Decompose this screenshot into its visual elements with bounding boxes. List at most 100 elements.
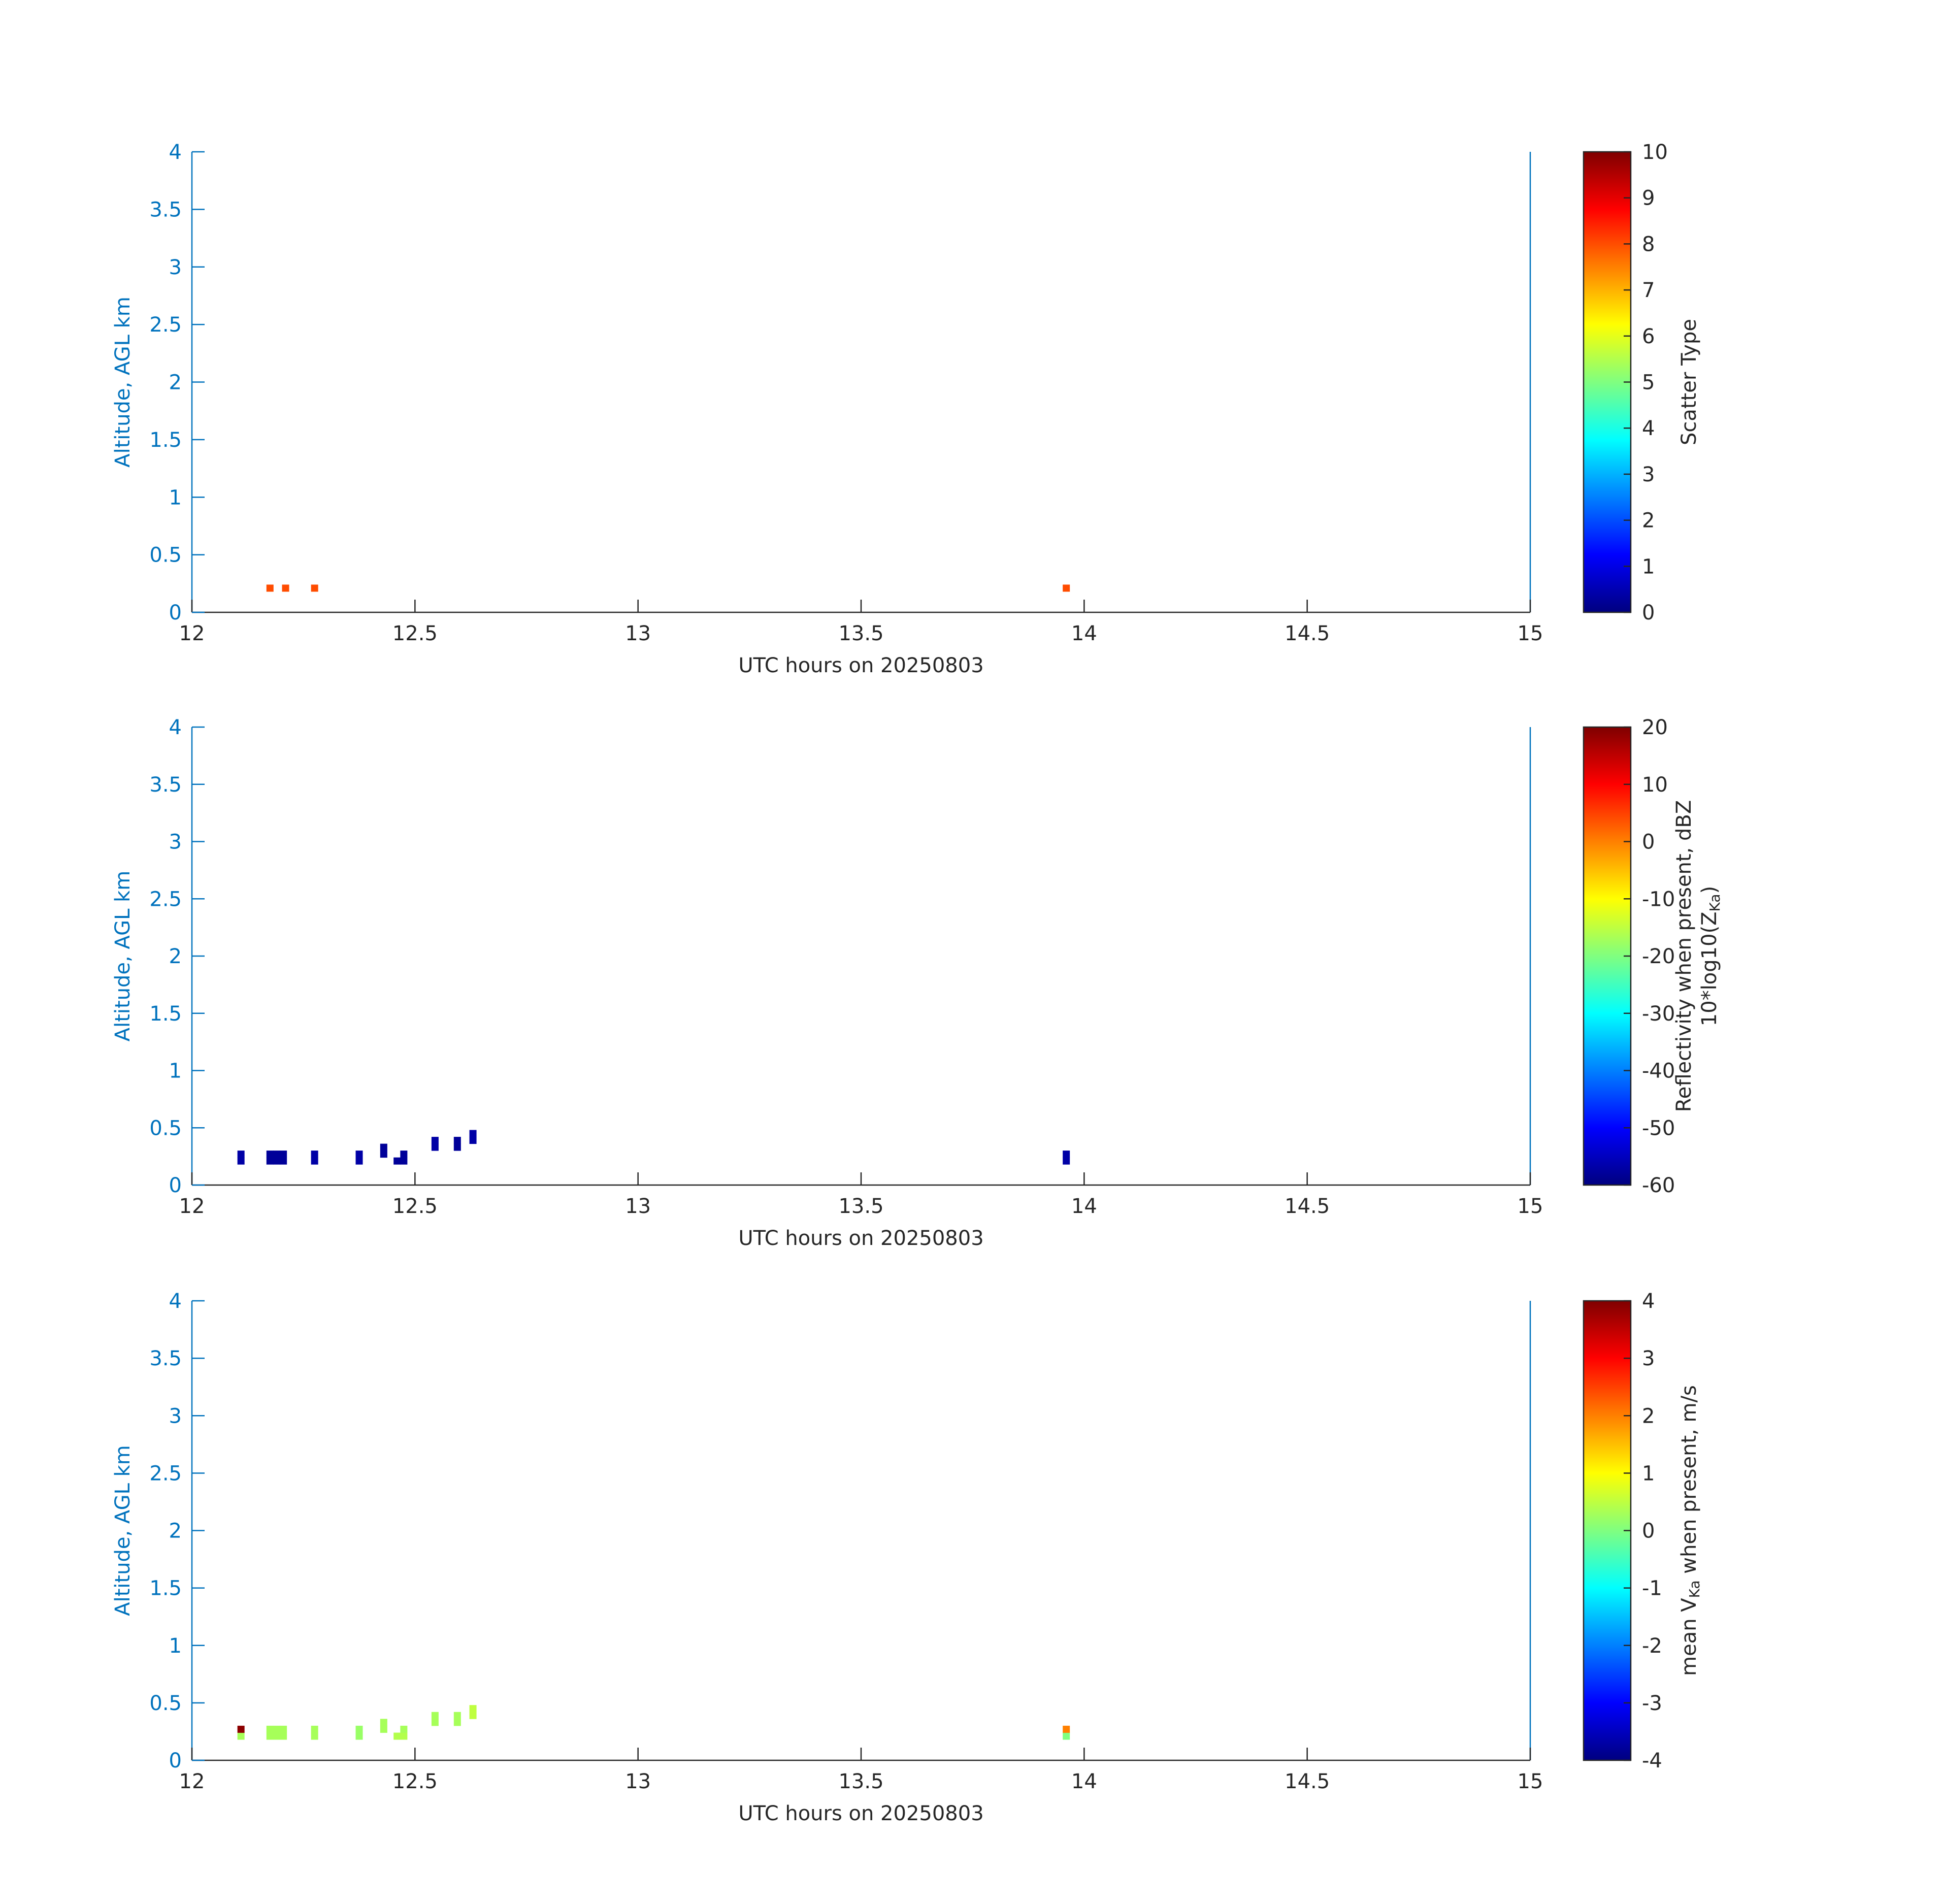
- cell: [453, 1137, 461, 1144]
- y-tick-label: 1.5: [149, 1002, 182, 1026]
- y-tick-label: 1: [169, 1060, 182, 1083]
- cell: [311, 1157, 318, 1165]
- y-tick-label: 1.5: [149, 1577, 182, 1600]
- y-tick-label: 3.5: [149, 198, 182, 221]
- colorbar-tick-label: -1: [1642, 1577, 1662, 1600]
- colorbar-tick-label: 0: [1642, 1520, 1655, 1543]
- x-tick-label: 13: [625, 1770, 651, 1793]
- cell: [453, 1719, 461, 1726]
- colorbar-tick-label: 0: [1642, 831, 1655, 854]
- y-tick-label: 3.5: [149, 773, 182, 797]
- colorbar-tick-label: 9: [1642, 187, 1655, 210]
- cell: [355, 1157, 363, 1165]
- y-tick-label: 2.5: [149, 888, 182, 911]
- cell: [280, 1157, 287, 1165]
- cell: [431, 1143, 439, 1151]
- colorbar-tick-label: 2: [1642, 509, 1655, 533]
- colorbar-label: Scatter Type: [1677, 319, 1701, 445]
- cell: [469, 1705, 477, 1713]
- colorbar-tick-label: 4: [1642, 1290, 1655, 1313]
- cell: [380, 1151, 387, 1158]
- cell: [1063, 1151, 1070, 1158]
- colorbar-tick-label: 1: [1642, 1462, 1655, 1485]
- cell: [393, 1157, 401, 1165]
- colorbar-label-part: Reflectivity when present, dBZ: [1672, 800, 1696, 1112]
- colorbar-tick-label: 6: [1642, 325, 1655, 348]
- colorbar-label-subscript: Ka: [1686, 1580, 1703, 1598]
- colorbar-label: mean VKa when present, m/s: [1677, 1385, 1703, 1676]
- y-tick-label: 2: [169, 1520, 182, 1543]
- y-tick-label: 1: [169, 486, 182, 509]
- x-tick-label: 12.5: [392, 1195, 438, 1218]
- x-tick-label: 12: [179, 622, 205, 645]
- cell: [237, 1732, 245, 1740]
- colorbar-tick-label: 3: [1642, 1347, 1655, 1370]
- y-axis-label: Altitude, AGL km: [111, 871, 135, 1042]
- x-tick-label: 14.5: [1285, 622, 1330, 645]
- y-axis-label: Altitude, AGL km: [111, 1445, 135, 1616]
- y-tick-label: 3: [169, 1404, 182, 1428]
- cell: [311, 1151, 318, 1158]
- cell: [469, 1137, 477, 1144]
- cell: [311, 1725, 318, 1733]
- colorbar-label-subscript: Ka: [1706, 894, 1723, 911]
- colorbar-label-part: ): [1698, 886, 1721, 894]
- colorbar-tick-label: -40: [1642, 1060, 1675, 1083]
- cell: [469, 1130, 477, 1137]
- y-tick-label: 0.5: [149, 544, 182, 567]
- x-tick-label: 12.5: [392, 1770, 438, 1793]
- cell: [273, 1157, 280, 1165]
- x-tick-label: 14: [1071, 622, 1097, 645]
- cell: [400, 1732, 408, 1740]
- cell: [282, 584, 289, 592]
- cell: [237, 1157, 245, 1165]
- colorbar-tick-label: 10: [1642, 141, 1668, 164]
- x-tick-label: 13.5: [838, 1195, 883, 1218]
- cell: [431, 1712, 439, 1719]
- colorbar-tick-label: 0: [1642, 601, 1655, 625]
- y-tick-label: 1.5: [149, 429, 182, 452]
- x-tick-label: 14.5: [1285, 1195, 1330, 1218]
- cell: [311, 1732, 318, 1740]
- x-axis-label: UTC hours on 20250803: [738, 1227, 983, 1250]
- cell: [266, 1157, 274, 1165]
- colorbar-tick-label: -60: [1642, 1174, 1675, 1197]
- colorbar: [1583, 1300, 1632, 1761]
- colorbar-tick-label: 7: [1642, 279, 1655, 302]
- x-tick-label: 13.5: [838, 1770, 883, 1793]
- cell: [266, 584, 274, 592]
- colorbar-tick-label: -10: [1642, 888, 1675, 911]
- x-tick-label: 13: [625, 622, 651, 645]
- colorbar-tick-label: 4: [1642, 417, 1655, 440]
- cell: [355, 1151, 363, 1158]
- colorbar-label: Reflectivity when present, dBZ: [1672, 800, 1696, 1112]
- cell: [355, 1732, 363, 1740]
- x-tick-label: 12: [179, 1195, 205, 1218]
- cell: [1063, 584, 1070, 592]
- colorbar: [1583, 726, 1632, 1186]
- colorbar: [1583, 151, 1632, 613]
- cell: [280, 1732, 287, 1740]
- y-tick-label: 0: [169, 601, 182, 625]
- cell: [400, 1151, 408, 1158]
- colorbar-tick-label: 1: [1642, 555, 1655, 578]
- cell: [266, 1732, 274, 1740]
- colorbar-label-part: Scatter Type: [1677, 319, 1701, 445]
- cell: [453, 1143, 461, 1151]
- x-tick-label: 15: [1518, 622, 1543, 645]
- cell: [431, 1719, 439, 1726]
- colorbar-tick-label: -20: [1642, 945, 1675, 968]
- x-tick-label: 15: [1518, 1195, 1543, 1218]
- x-tick-label: 13: [625, 1195, 651, 1218]
- y-tick-label: 0.5: [149, 1117, 182, 1140]
- y-tick-label: 3: [169, 256, 182, 279]
- cell: [453, 1712, 461, 1719]
- y-axis-label: Altitude, AGL km: [111, 297, 135, 468]
- x-tick-label: 14: [1071, 1195, 1097, 1218]
- colorbar-label-part: when present, m/s: [1677, 1385, 1701, 1580]
- cell: [431, 1137, 439, 1144]
- colorbar-tick-label: -30: [1642, 1002, 1675, 1026]
- cell: [273, 1732, 280, 1740]
- colorbar-tick-label: 10: [1642, 773, 1668, 797]
- colorbar-tick-label: -4: [1642, 1749, 1662, 1772]
